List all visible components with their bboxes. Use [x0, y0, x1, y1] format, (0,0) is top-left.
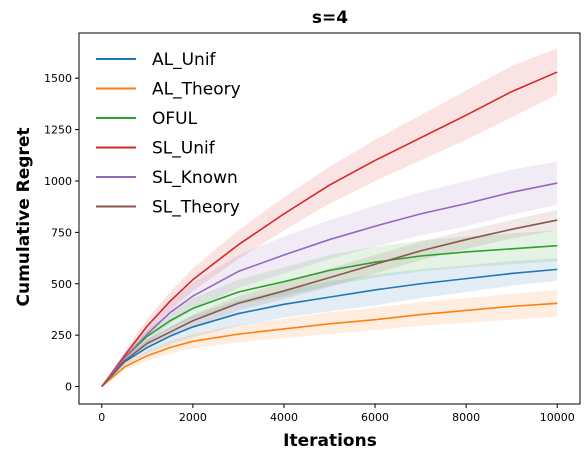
legend-label-al-unif: AL_Unif: [152, 50, 217, 70]
series-lines: [101, 71, 558, 388]
legend-label-oful: OFUL: [152, 109, 198, 129]
legend: AL_Unif AL_Theory OFUL SL_Unif SL_Known SL_Th…: [96, 50, 241, 218]
band-sl-unif: [101, 48, 558, 387]
x-tick-label: 0: [98, 411, 105, 424]
x-tick-label: 10000: [540, 411, 575, 424]
y-tick-label: 750: [51, 226, 72, 239]
band-al-theory: [101, 289, 558, 387]
line-oful: [101, 244, 558, 388]
y-axis-ticks: 0 250 500 750 1000 1250 1500: [44, 72, 79, 394]
band-sl-known: [101, 161, 558, 387]
line-sl-unif: [101, 71, 558, 388]
y-tick-label: 1000: [44, 175, 72, 188]
y-tick-label: 1500: [44, 72, 72, 85]
y-tick-label: 0: [65, 381, 72, 394]
line-al-unif: [101, 268, 558, 388]
y-axis-title: Cumulative Regret: [14, 127, 34, 306]
x-axis-title: Iterations: [283, 431, 377, 451]
y-tick-label: 250: [51, 329, 72, 342]
legend-label-sl-unif: SL_Unif: [152, 139, 216, 159]
band-al-unif: [101, 258, 558, 387]
y-tick-label: 1250: [44, 124, 72, 137]
legend-label-sl-theory: SL_Theory: [152, 198, 240, 218]
line-sl-theory: [101, 219, 558, 388]
line-al-theory: [101, 302, 558, 388]
legend-label-al-theory: AL_Theory: [152, 80, 241, 100]
x-tick-label: 2000: [179, 411, 207, 424]
y-tick-label: 500: [51, 278, 72, 291]
x-tick-label: 4000: [270, 411, 298, 424]
chart-title: s=4: [312, 8, 348, 28]
line-sl-known: [101, 182, 558, 388]
x-axis-ticks: 0 2000 4000 6000 8000 10000: [98, 404, 575, 424]
x-tick-label: 8000: [452, 411, 480, 424]
plot-area-frame: [78, 32, 581, 405]
legend-label-sl-known: SL_Known: [152, 168, 238, 188]
x-tick-label: 6000: [361, 411, 389, 424]
band-oful: [101, 230, 558, 387]
